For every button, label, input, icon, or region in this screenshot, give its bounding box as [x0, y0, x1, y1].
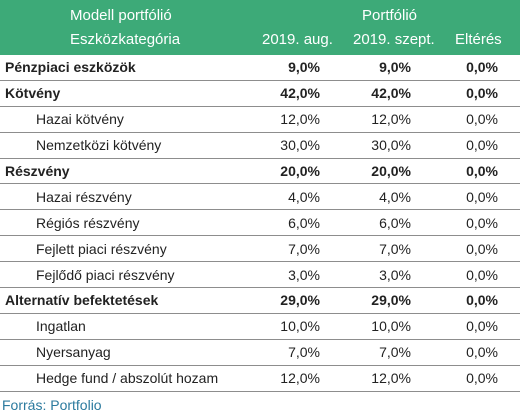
- row-label: Hazai kötvény: [36, 111, 124, 128]
- value-diff: 0,0%: [466, 240, 498, 257]
- table-row: Nemzetközi kötvény 30,0% 30,0% 0,0%: [0, 133, 520, 159]
- portfolio-table: Modell portfólió Portfólió Eszközkategór…: [0, 0, 520, 392]
- table-row: Ingatlan 10,0% 10,0% 0,0%: [0, 314, 520, 340]
- value-sep: 6,0%: [379, 214, 411, 231]
- row-label: Fejlett piaci részvény: [36, 240, 167, 257]
- value-diff: 0,0%: [466, 163, 498, 179]
- column-header-category: Eszközkategória: [70, 31, 181, 48]
- value-sep: 20,0%: [371, 163, 411, 179]
- column-header-diff: Eltérés: [455, 31, 502, 48]
- source-note: Forrás: Portfolio: [2, 397, 102, 413]
- value-aug: 10,0%: [280, 318, 320, 335]
- table-row: Hazai részvény 4,0% 4,0% 0,0%: [0, 184, 520, 211]
- value-diff: 0,0%: [466, 137, 498, 154]
- row-label: Kötvény: [5, 85, 61, 102]
- table-row: Fejlett piaci részvény 7,0% 7,0% 0,0%: [0, 236, 520, 263]
- value-diff: 0,0%: [466, 59, 498, 76]
- value-sep: 29,0%: [371, 292, 411, 309]
- value-sep: 12,0%: [371, 370, 411, 387]
- value-sep: 10,0%: [371, 318, 411, 335]
- value-diff: 0,0%: [466, 188, 498, 205]
- value-aug: 20,0%: [280, 163, 320, 179]
- value-diff: 0,0%: [466, 214, 498, 231]
- value-diff: 0,0%: [466, 318, 498, 335]
- value-sep: 3,0%: [379, 266, 411, 283]
- row-label: Pénzpiaci eszközök: [5, 59, 136, 76]
- header-title-left: Modell portfólió: [70, 7, 172, 24]
- value-diff: 0,0%: [466, 370, 498, 387]
- value-aug: 3,0%: [288, 266, 320, 283]
- row-label: Hazai részvény: [36, 188, 132, 205]
- header-row-1: Modell portfólió Portfólió: [0, 2, 520, 29]
- table-row: Nyersanyag 7,0% 7,0% 0,0%: [0, 340, 520, 366]
- row-label: Alternatív befektetések: [5, 292, 159, 309]
- table-row: Régiós részvény 6,0% 6,0% 0,0%: [0, 210, 520, 237]
- value-aug: 30,0%: [280, 137, 320, 154]
- value-aug: 12,0%: [280, 111, 320, 128]
- table-row: Hazai kötvény 12,0% 12,0% 0,0%: [0, 107, 520, 133]
- row-label: Régiós részvény: [36, 214, 140, 231]
- value-diff: 0,0%: [466, 111, 498, 128]
- value-aug: 42,0%: [280, 85, 320, 102]
- value-diff: 0,0%: [466, 85, 498, 102]
- table-row: Alternatív befektetések 29,0% 29,0% 0,0%: [0, 288, 520, 314]
- value-aug: 7,0%: [288, 344, 320, 361]
- row-label: Nemzetközi kötvény: [36, 137, 162, 154]
- value-aug: 4,0%: [288, 188, 320, 205]
- value-diff: 0,0%: [466, 344, 498, 361]
- row-label: Részvény: [5, 163, 70, 179]
- header-row-2: Eszközkategória 2019. aug. 2019. szept. …: [0, 26, 520, 53]
- value-aug: 12,0%: [280, 370, 320, 387]
- column-header-sep: 2019. szept.: [353, 31, 435, 48]
- row-label: Hedge fund / abszolút hozam: [36, 370, 219, 387]
- value-sep: 7,0%: [379, 240, 411, 257]
- value-diff: 0,0%: [466, 292, 498, 309]
- value-sep: 12,0%: [371, 111, 411, 128]
- row-label: Nyersanyag: [36, 344, 111, 361]
- table-row: Kötvény 42,0% 42,0% 0,0%: [0, 81, 520, 107]
- value-sep: 9,0%: [379, 59, 411, 76]
- value-sep: 30,0%: [371, 137, 411, 154]
- table-row: Pénzpiaci eszközök 9,0% 9,0% 0,0%: [0, 55, 520, 81]
- value-aug: 6,0%: [288, 214, 320, 231]
- header-title-right: Portfólió: [362, 7, 418, 24]
- value-aug: 7,0%: [288, 240, 320, 257]
- value-sep: 42,0%: [371, 85, 411, 102]
- table-row: Hedge fund / abszolút hozam 12,0% 12,0% …: [0, 366, 520, 392]
- value-aug: 29,0%: [280, 292, 320, 309]
- row-label: Fejlődő piaci részvény: [36, 266, 175, 283]
- row-label: Ingatlan: [36, 318, 86, 335]
- table-header: Modell portfólió Portfólió Eszközkategór…: [0, 0, 520, 55]
- value-sep: 4,0%: [379, 188, 411, 205]
- table-row: Részvény 20,0% 20,0% 0,0%: [0, 159, 520, 185]
- value-sep: 7,0%: [379, 344, 411, 361]
- value-diff: 0,0%: [466, 266, 498, 283]
- column-header-aug: 2019. aug.: [262, 31, 333, 48]
- value-aug: 9,0%: [288, 59, 320, 76]
- table-row: Fejlődő piaci részvény 3,0% 3,0% 0,0%: [0, 262, 520, 289]
